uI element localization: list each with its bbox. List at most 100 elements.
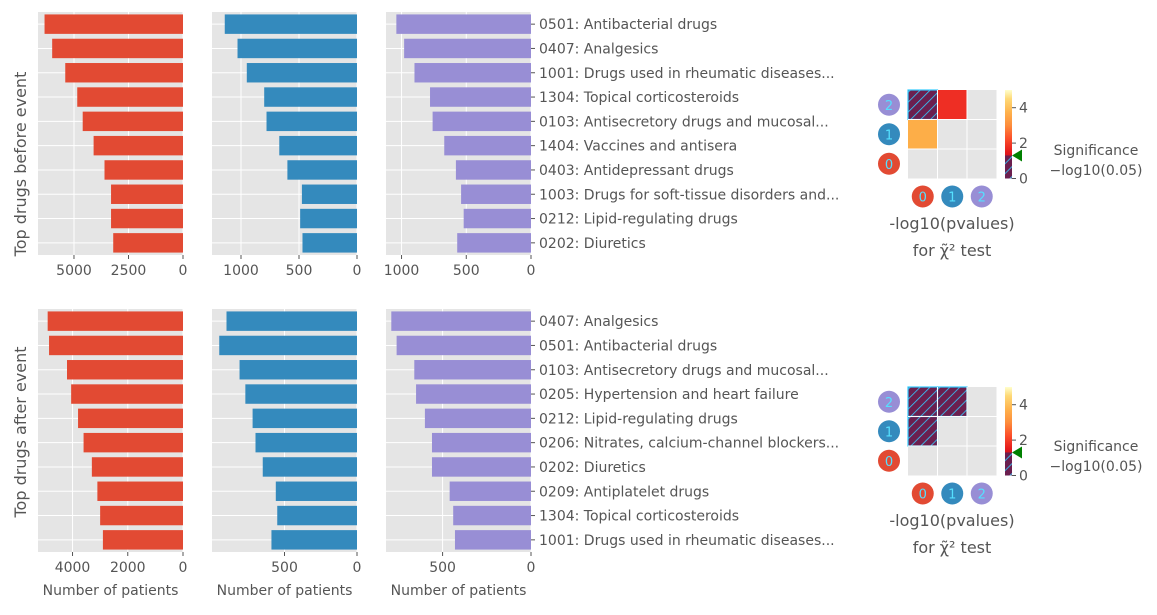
- cluster-marker: [911, 185, 934, 208]
- x-axis-label: Number of patients: [217, 583, 353, 599]
- bar: [391, 311, 531, 331]
- bar: [65, 63, 183, 83]
- category-labels: 0407: Analgesics 0501: Antibacterial drug…: [531, 314, 839, 549]
- bar: [111, 208, 183, 229]
- x-tick-label: 0: [353, 263, 362, 279]
- cluster-marker: [878, 420, 900, 443]
- category-label: 0212: Lipid-regulating drugs: [539, 212, 738, 228]
- cluster-marker: [911, 482, 934, 505]
- bar: [255, 432, 357, 453]
- colorbar-hatch: [1005, 155, 1012, 179]
- bar: [404, 38, 531, 59]
- bar: [455, 160, 531, 180]
- bar: [431, 457, 531, 477]
- colorbar-hatch: [1005, 452, 1012, 476]
- bar: [82, 111, 183, 132]
- category-labels: 0501: Antibacterial drugs 0407: Analgesic…: [531, 17, 839, 252]
- bar: [111, 184, 183, 204]
- category-label: 0202: Diuretics: [539, 460, 646, 476]
- row-ylabel: Top drugs after event: [11, 346, 30, 518]
- heatmap-cell: [907, 89, 939, 121]
- bar: [396, 335, 531, 356]
- colorbar-tick-label: 4: [1019, 398, 1028, 414]
- bar: [252, 408, 357, 429]
- heatmap-xlabel-bottom: for χ̃² test: [913, 241, 992, 260]
- bar: [52, 38, 184, 59]
- colorbar-tick-label: 2: [1019, 433, 1028, 449]
- bar: [432, 111, 531, 132]
- heatmap-cell: [907, 386, 939, 418]
- category-label: 0212: Lipid-regulating drugs: [539, 411, 738, 427]
- bar: [67, 360, 183, 380]
- x-tick-label: 1000: [384, 263, 420, 279]
- significance-value: −log10(0.05): [1050, 459, 1143, 475]
- category-label: 0501: Antibacterial drugs: [539, 17, 717, 33]
- heatmap-xlabel-bottom: for χ̃² test: [913, 538, 992, 557]
- cluster-marker-label: 2: [978, 191, 986, 206]
- category-label: 0209: Antiplatelet drugs: [539, 484, 709, 500]
- category-label: 1003: Drugs for soft-tissue disorders an…: [539, 187, 839, 203]
- bar: [461, 184, 531, 204]
- cluster-marker-label: 2: [885, 99, 893, 114]
- cluster-marker: [941, 185, 964, 208]
- bar: [91, 457, 183, 477]
- bar: [104, 160, 183, 180]
- cluster-marker-label: 1: [948, 488, 956, 503]
- bar: [444, 135, 531, 156]
- cluster-marker-label: 0: [919, 488, 927, 503]
- cluster-marker: [878, 390, 900, 413]
- cluster-marker: [878, 152, 900, 175]
- heatmap-cell: [937, 90, 967, 120]
- bar-panel-1: 5000 2500 0: [38, 12, 187, 279]
- colorbar-tick-label: 0: [1019, 172, 1028, 188]
- bar: [301, 184, 357, 204]
- x-tick-label: 0: [353, 560, 362, 576]
- bar: [264, 87, 357, 107]
- bar: [431, 432, 531, 453]
- threshold-marker: [1012, 446, 1022, 459]
- bar: [237, 38, 357, 59]
- bar: [49, 335, 183, 356]
- bar: [396, 14, 531, 34]
- cluster-marker-label: 0: [885, 158, 893, 173]
- bar: [287, 160, 357, 180]
- bar: [83, 432, 183, 453]
- bar: [430, 87, 531, 107]
- bar: [44, 14, 184, 34]
- x-tick-label: 1000: [223, 263, 259, 279]
- x-tick-label: 500: [271, 560, 298, 576]
- bar: [457, 233, 531, 253]
- x-tick-label: 4000: [55, 560, 91, 576]
- category-label: 0407: Analgesics: [539, 314, 658, 330]
- significance-title: Significance: [1054, 439, 1139, 455]
- bar: [246, 63, 357, 83]
- bar: [245, 384, 357, 404]
- row-before-event: Top drugs before event 5000 2500 0 1000 500…: [11, 12, 1142, 279]
- category-label: 0205: Hypertension and heart failure: [539, 387, 799, 403]
- cluster-marker-label: 1: [885, 128, 893, 143]
- bar: [453, 505, 531, 526]
- chi2-heatmap: 2 1 0 0 1 2 0 2 4: [878, 386, 1028, 505]
- chi2-heatmap: 2 1 0 0 1 2 0 2 4: [878, 89, 1028, 208]
- colorbar: [1005, 90, 1012, 179]
- row-ylabel: Top drugs before event: [11, 72, 30, 258]
- cluster-marker: [970, 482, 993, 505]
- bar: [239, 360, 357, 380]
- bar: [47, 311, 183, 331]
- bar: [266, 111, 357, 132]
- category-label: 0206: Nitrates, calcium-channel blockers…: [539, 436, 839, 452]
- colorbar-tick-label: 2: [1019, 136, 1028, 152]
- bar: [463, 208, 531, 229]
- bar: [271, 530, 357, 550]
- cluster-marker: [878, 93, 900, 116]
- cluster-marker-label: 2: [978, 488, 986, 503]
- threshold-marker: [1012, 149, 1022, 162]
- category-label: 0501: Antibacterial drugs: [539, 338, 717, 354]
- cluster-marker: [878, 449, 900, 472]
- category-label: 1304: Topical corticosteroids: [539, 509, 739, 525]
- heatmap-xlabel-top: -log10(pvalues): [889, 511, 1014, 530]
- bar: [71, 384, 183, 404]
- bar: [454, 530, 531, 550]
